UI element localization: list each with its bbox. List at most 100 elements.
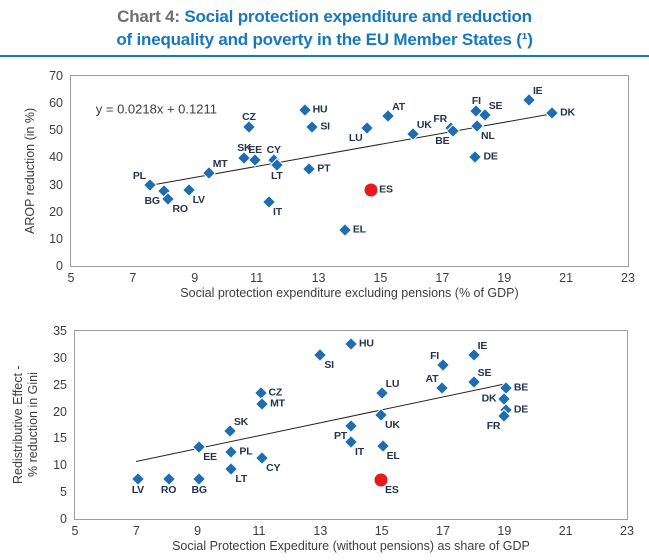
data-point-label-LV: LV bbox=[131, 484, 144, 497]
data-point-label-NL: NL bbox=[480, 130, 495, 143]
x-tick-label: 11 bbox=[250, 271, 264, 285]
data-point-label-IE: IE bbox=[477, 340, 488, 353]
data-point-label-AT: AT bbox=[425, 372, 439, 385]
data-point-label-UK: UK bbox=[416, 119, 432, 132]
data-point-HU bbox=[345, 338, 357, 351]
x-tick-label: 9 bbox=[194, 524, 202, 538]
data-point-label-PT: PT bbox=[317, 161, 331, 174]
scatter-plot-bottom: Redistributive Effect - % reduction in G… bbox=[11, 324, 634, 553]
data-point-label-MT: MT bbox=[212, 157, 228, 170]
y-tick-label: 10 bbox=[49, 231, 63, 246]
x-tick-label: 23 bbox=[620, 524, 634, 538]
y-tick-label: 0 bbox=[56, 259, 63, 273]
data-point-label-PT: PT bbox=[333, 430, 347, 443]
x-tick-label: 13 bbox=[313, 524, 328, 538]
data-point-HU bbox=[298, 103, 311, 116]
data-point-BG bbox=[193, 473, 205, 485]
data-point-label-BE: BE bbox=[435, 134, 450, 147]
chart-title-text-1: Social protection expenditure and reduct… bbox=[184, 7, 532, 26]
y-tick-label: 20 bbox=[53, 404, 67, 419]
data-point-label-IT: IT bbox=[273, 205, 282, 218]
data-point-label-MT: MT bbox=[270, 397, 285, 410]
data-point-label-AT: AT bbox=[392, 101, 405, 114]
data-point-label-PL: PL bbox=[239, 445, 253, 458]
data-point-BE bbox=[500, 382, 512, 395]
x-tick-label: 11 bbox=[252, 524, 266, 538]
data-point-LV bbox=[132, 473, 144, 485]
data-point-label-IE: IE bbox=[532, 85, 543, 98]
data-point-label-LT: LT bbox=[270, 170, 283, 183]
data-point-label-SE: SE bbox=[477, 367, 492, 380]
x-tick-label: 17 bbox=[435, 271, 450, 285]
data-point-label-SK: SK bbox=[233, 415, 249, 428]
y-tick-label: 40 bbox=[49, 150, 63, 165]
x-tick-label: 23 bbox=[621, 271, 635, 285]
y-tick-label: 20 bbox=[49, 204, 63, 219]
data-point-label-BE: BE bbox=[513, 381, 529, 394]
data-point-label-EE: EE bbox=[248, 143, 262, 156]
trend-line bbox=[154, 112, 554, 186]
data-point-label-CZ: CZ bbox=[242, 111, 256, 124]
data-point-EE bbox=[249, 153, 261, 166]
scatter-plot-top: AROP reduction (in %) Social protection … bbox=[23, 69, 635, 300]
chart-title: Chart 4: Social protection expenditure a… bbox=[0, 0, 649, 51]
x-tick-label: 21 bbox=[559, 271, 574, 285]
data-point-label-ES: ES bbox=[379, 183, 393, 196]
data-point-ES bbox=[374, 473, 388, 487]
data-point-label-FR: FR bbox=[486, 419, 501, 432]
data-point-label-LT: LT bbox=[235, 472, 248, 485]
data-point-PL bbox=[225, 446, 238, 459]
chart-number-label: Chart 4: bbox=[117, 7, 180, 26]
data-point-label-HU: HU bbox=[312, 103, 328, 116]
x-tick-label: 17 bbox=[436, 524, 450, 538]
data-point-label-BG: BG bbox=[144, 195, 160, 208]
x-tick-label: 15 bbox=[374, 524, 389, 538]
title-divider bbox=[0, 55, 649, 57]
data-point-LU bbox=[360, 122, 373, 134]
x-tick-label: 7 bbox=[132, 524, 140, 538]
y-tick-label: 30 bbox=[49, 177, 63, 192]
data-point-ES bbox=[364, 183, 378, 197]
data-point-label-FI: FI bbox=[430, 350, 439, 363]
data-point-label-LU: LU bbox=[385, 377, 400, 390]
data-point-label-DE: DE bbox=[513, 403, 529, 416]
data-point-label-PL: PL bbox=[132, 170, 146, 183]
data-point-label-SK: SK bbox=[237, 142, 252, 155]
data-point-PT bbox=[303, 162, 315, 175]
y-tick-label: 30 bbox=[53, 350, 67, 365]
y-tick-label: 50 bbox=[49, 123, 63, 138]
data-point-label-BG: BG bbox=[191, 484, 208, 497]
data-point-label-DK: DK bbox=[560, 106, 575, 119]
y-tick-label: 35 bbox=[53, 324, 67, 338]
trend-line bbox=[136, 383, 505, 462]
data-point-CZ bbox=[243, 121, 255, 133]
data-point-label-DK: DK bbox=[481, 392, 497, 405]
y-tick-label: 0 bbox=[60, 512, 67, 526]
data-point-EL bbox=[339, 223, 351, 236]
data-point-label-SI: SI bbox=[320, 120, 330, 133]
y-axis-title-bottom: Redistributive Effect - % reduction in G… bbox=[11, 365, 40, 485]
data-point-label-EE: EE bbox=[203, 451, 217, 464]
data-point-label-RO: RO bbox=[172, 202, 188, 215]
data-point-label-EL: EL bbox=[352, 223, 366, 236]
data-point-SI bbox=[306, 121, 319, 133]
data-point-label-RO: RO bbox=[160, 484, 177, 497]
data-point-label-CZ: CZ bbox=[268, 386, 283, 399]
chart-title-line-1: Chart 4: Social protection expenditure a… bbox=[0, 5, 649, 28]
y-tick-label: 15 bbox=[53, 431, 67, 446]
data-point-label-UK: UK bbox=[385, 419, 400, 432]
y-axis-title-top: AROP reduction (in %) bbox=[23, 107, 37, 235]
data-point-label-CY: CY bbox=[266, 143, 281, 156]
x-axis-title-top: Social protection expenditure excluding … bbox=[180, 286, 519, 300]
data-point-label-LU: LU bbox=[348, 131, 363, 144]
y-tick-label: 5 bbox=[60, 485, 67, 500]
data-point-RO bbox=[162, 473, 175, 485]
data-point-label-FI: FI bbox=[471, 95, 481, 108]
data-point-label-EL: EL bbox=[386, 450, 400, 463]
data-point-DK bbox=[498, 393, 510, 405]
x-tick-label: 19 bbox=[497, 271, 512, 285]
data-point-label-DE: DE bbox=[483, 150, 498, 163]
x-tick-label: 13 bbox=[311, 271, 326, 285]
y-tick-label: 60 bbox=[49, 96, 63, 111]
